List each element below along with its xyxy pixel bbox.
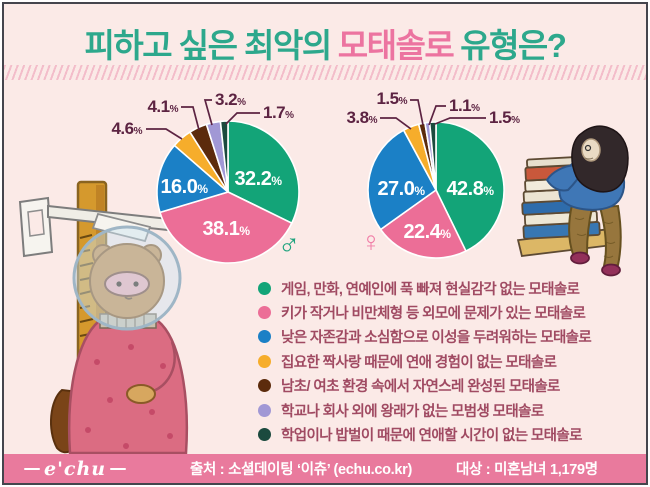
slice-value-label: 38.1% bbox=[202, 218, 250, 240]
legend-bullet bbox=[258, 403, 271, 417]
title-part2: 유형은? bbox=[460, 27, 567, 64]
legend-item: 남초/ 여초 환경 속에서 자연스레 완성된 모태솔로 bbox=[258, 374, 591, 398]
label-leader-line bbox=[225, 112, 260, 125]
height-measure-illustration bbox=[18, 180, 189, 455]
slice-value-label: 16.0% bbox=[160, 176, 208, 198]
label-leader-line bbox=[410, 99, 424, 126]
slice-value-label: 3.2% bbox=[215, 90, 246, 109]
slice-value-label: 4.6% bbox=[111, 119, 142, 138]
gender-symbol-female: ♀ bbox=[361, 226, 382, 257]
pie-chart-female: 42.8%22.4%27.0%3.8%1.5% 1.1% 1.5%♀ bbox=[346, 89, 521, 259]
pie-slice bbox=[435, 121, 505, 252]
legend-label: 게임, 만화, 연예인에 푹 빠져 현실감각 없는 모태솔로 bbox=[281, 281, 580, 298]
legend-item: 학교나 회사 외에 왕래가 없는 모범생 모태솔로 bbox=[258, 398, 591, 422]
legend-bullet bbox=[258, 281, 271, 295]
label-leader-line bbox=[203, 99, 213, 126]
pie-slice bbox=[159, 191, 293, 264]
footer-source: 출처 : 소셜데이팅 ‘이츄’ (echu.co.kr) bbox=[190, 462, 413, 478]
logo-flourish-left bbox=[24, 467, 40, 470]
pie-slice bbox=[379, 189, 467, 259]
title-highlight: 모태솔로 bbox=[337, 27, 455, 64]
striped-divider bbox=[4, 65, 646, 80]
slice-value-label: 4.1% bbox=[147, 97, 178, 116]
logo-text: e'chu bbox=[44, 457, 107, 480]
pie-slice bbox=[156, 144, 229, 214]
legend-label: 학업이나 밥벌이 때문에 연애할 시간이 없는 모태솔로 bbox=[281, 428, 582, 445]
footer-target: 대상 : 미혼남녀 1,179명 bbox=[456, 462, 598, 478]
legend-bullet bbox=[258, 354, 271, 368]
page-title: 피하고 싶은 최악의 모태솔로 유형은? bbox=[0, 19, 650, 67]
pie-slice bbox=[227, 120, 300, 224]
footer-bar: e'chu 출처 : 소셜데이팅 ‘이츄’ (echu.co.kr) 대상 : … bbox=[4, 454, 646, 483]
label-leader-line bbox=[146, 128, 183, 140]
label-leader-line bbox=[380, 117, 412, 130]
legend-item: 학업이나 밥벌이 때문에 연애할 시간이 없는 모태솔로 bbox=[258, 422, 591, 446]
slice-value-label: 27.0% bbox=[377, 178, 425, 200]
slice-value-label: 32.2% bbox=[234, 168, 282, 190]
legend-bullet bbox=[258, 379, 271, 393]
legend-label: 낮은 자존감과 소심함으로 이성을 두려워하는 모태솔로 bbox=[281, 330, 592, 347]
slice-value-label: 1.5% bbox=[489, 108, 520, 127]
legend-bullet bbox=[258, 306, 271, 320]
label-leader-line bbox=[428, 105, 446, 126]
slice-value-label: 22.4% bbox=[403, 221, 451, 243]
legend-item: 집요한 짝사랑 때문에 연애 경험이 없는 모태솔로 bbox=[258, 349, 591, 373]
legend-label: 집요한 짝사랑 때문에 연애 경험이 없는 모태솔로 bbox=[281, 354, 557, 371]
legend-bullet bbox=[258, 428, 271, 442]
gender-symbol-male: ♂ bbox=[278, 228, 301, 261]
slice-value-label: 1.5% bbox=[376, 89, 407, 108]
label-leader-line bbox=[181, 106, 200, 131]
pie-slice bbox=[367, 129, 437, 231]
legend-label: 학교나 회사 외에 왕래가 없는 모범생 모태솔로 bbox=[281, 403, 544, 420]
slice-value-label: 1.7% bbox=[263, 103, 294, 122]
legend-item: 게임, 만화, 연예인에 푹 빠져 현실감각 없는 모태솔로 bbox=[258, 276, 591, 300]
books-person-illustration bbox=[516, 125, 629, 277]
slice-value-label: 42.8% bbox=[446, 178, 494, 200]
legend-item: 키가 작거나 비만체형 등 외모에 문제가 있는 모태솔로 bbox=[258, 300, 591, 324]
legend-item: 낮은 자존감과 소심함으로 이성을 두려워하는 모태솔로 bbox=[258, 325, 592, 349]
slice-value-label: 3.8% bbox=[346, 108, 377, 127]
title-part1: 피하고 싶은 최악의 bbox=[84, 27, 333, 64]
legend-label: 키가 작거나 비만체형 등 외모에 문제가 있는 모태솔로 bbox=[281, 306, 586, 323]
logo-flourish-right bbox=[110, 467, 127, 470]
label-leader-line bbox=[434, 117, 486, 125]
slice-value-label: 1.1% bbox=[449, 96, 480, 115]
echu-logo: e'chu bbox=[24, 454, 127, 483]
legend-label: 남초/ 여초 환경 속에서 자연스레 완성된 모태솔로 bbox=[281, 379, 560, 396]
legend-bullet bbox=[258, 330, 271, 344]
pie-chart-male: 32.2% 38.1% 16.0% 4.6% 4.1% 3.2% 1.7% ♂ bbox=[111, 90, 301, 264]
